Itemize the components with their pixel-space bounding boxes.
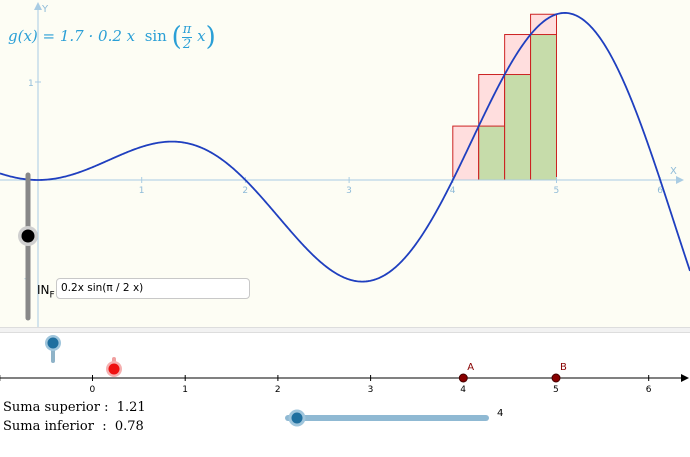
point-b-label: B [560,362,567,373]
y-tick-1: 1 [28,79,34,89]
x-tick-label: 1 [139,186,145,196]
x-tick-label: 4 [450,186,456,196]
slider-b-handle[interactable] [108,363,120,375]
number-line-canvas[interactable]: 0 1 2 3 4 5 6 A B [0,333,690,457]
number-line-label: 5 [553,385,559,395]
graphics-view-2[interactable]: 0 1 2 3 4 5 6 A B Suma superior : 1.21 Suma in… [0,333,690,457]
number-line-label: 0 [90,385,96,395]
function-formula: g(x) = 1.7 · 0.2 x sin (π 2 x) [8,21,216,52]
lower-sum-rect [504,74,532,181]
lower-sum: Suma inferior : 0.78 [3,419,144,434]
y-axis-label: Y [41,4,49,15]
x-tick-label: 5 [554,186,560,196]
x-tick-label: 2 [242,186,248,196]
function-input-field[interactable]: 0.2x sin(π / 2 x) [56,278,250,299]
y-axis-arrow [34,2,42,10]
x-tick-label: 6 [657,186,663,196]
number-line-label: 6 [646,385,652,395]
lower-sum-rect [530,34,558,181]
point-a-label: A [467,362,474,373]
slider-a-handle[interactable] [47,337,59,349]
number-line-arrow [681,374,689,382]
function-curve-g[interactable] [0,12,690,283]
point-a[interactable] [458,373,468,383]
n-slider-value: 4 [497,408,504,419]
x-axis-label: X [670,166,677,177]
number-line-label: 1 [182,385,188,395]
number-line-label: 2 [275,385,281,395]
number-line-label: 4 [460,385,466,395]
vertical-slider-handle[interactable] [21,229,35,243]
x-tick-label: 3 [346,186,352,196]
x-axis-arrow [676,176,684,184]
point-b[interactable] [551,373,561,383]
number-line-label: 3 [368,385,374,395]
lower-sum-rect [478,125,506,181]
n-slider-handle[interactable] [291,412,303,424]
input-label: INF [37,283,55,301]
view-divider[interactable] [0,327,690,333]
upper-sum: Suma superior : 1.21 [3,400,146,415]
